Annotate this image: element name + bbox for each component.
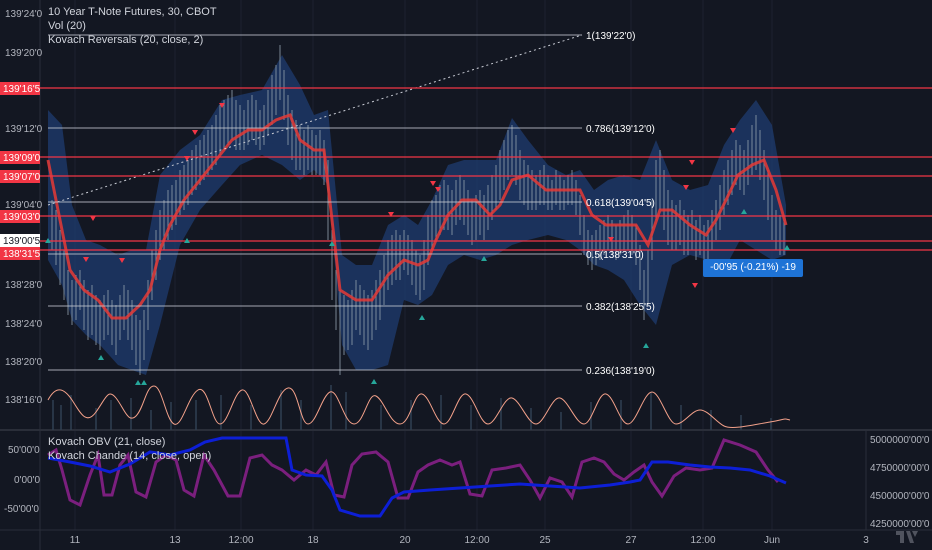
legend-kovach-reversals[interactable]: Kovach Reversals (20, close, 2) <box>48 34 204 46</box>
price-change-badge: -00'95 (-0.21%) -19 <box>703 259 803 277</box>
price-label: 139'03'0 <box>3 212 41 223</box>
price-tick: 139'20'0 <box>5 48 43 59</box>
legend-kovach-chande[interactable]: Kovach Chande (14, close, open) <box>48 450 212 462</box>
fib-label-0382: 0.382(138'25'5) <box>586 302 655 313</box>
lower-left-tick: 50'00'0 <box>8 445 40 456</box>
time-tick: 25 <box>539 535 551 546</box>
tradingview-logo-icon[interactable] <box>896 531 918 546</box>
legend-kovach-obv[interactable]: Kovach OBV (21, close) <box>48 436 166 448</box>
price-tick: 139'24'0 <box>5 9 43 20</box>
price-label: 139'16'5 <box>3 84 41 95</box>
time-tick: 12:00 <box>228 535 253 546</box>
time-tick: 27 <box>625 535 637 546</box>
fib-label-0618: 0.618(139'04'5) <box>586 198 655 209</box>
lower-right-tick: 4750000'00'0 <box>870 463 930 474</box>
time-tick: 12:00 <box>464 535 489 546</box>
time-tick: 20 <box>399 535 411 546</box>
lower-right-tick: 4500000'00'0 <box>870 491 930 502</box>
chart-title[interactable]: 10 Year T-Note Futures, 30, CBOT <box>48 6 217 18</box>
time-tick: 11 <box>70 535 81 546</box>
time-tick: 3 <box>863 535 869 546</box>
price-tick: 139'04'0 <box>5 200 43 211</box>
lower-left-tick: 0'00'0 <box>14 475 41 486</box>
lower-right-tick: 5000000'00'0 <box>870 435 930 446</box>
price-label: 139'00'5 <box>3 236 41 247</box>
price-label: 139'07'0 <box>3 172 41 183</box>
price-tick: 138'28'0 <box>5 280 43 291</box>
reversal-up-markers <box>45 209 790 385</box>
lower-right-tick: 4250000'00'0 <box>870 519 930 530</box>
fib-label-0786: 0.786(139'12'0) <box>586 124 655 135</box>
chande-line <box>47 438 780 508</box>
price-tick: 139'12'0 <box>5 124 43 135</box>
price-label: 138'31'5 <box>3 249 41 260</box>
reversal-down-markers <box>83 103 736 288</box>
obv-line <box>47 436 787 518</box>
price-tick: 138'20'0 <box>5 357 43 368</box>
moving-average-line <box>46 113 788 320</box>
lower-left-tick: -50'00'0 <box>4 504 39 515</box>
time-tick: 18 <box>307 535 319 546</box>
price-label: 139'09'0 <box>3 153 41 164</box>
volume-bars <box>52 385 772 430</box>
price-candles <box>51 45 785 375</box>
price-tick: 138'16'0 <box>5 395 43 406</box>
fib-label-0236: 0.236(138'19'0) <box>586 366 655 377</box>
price-tick: 138'24'0 <box>5 319 43 330</box>
legend-volume[interactable]: Vol (20) <box>48 20 86 32</box>
fib-label-1: 1(139'22'0) <box>586 31 635 42</box>
time-tick: 13 <box>169 535 181 546</box>
fib-label-05: 0.5(138'31'0) <box>586 250 644 261</box>
time-tick: Jun <box>764 535 780 546</box>
time-tick: 12:00 <box>690 535 715 546</box>
volume-oscillator-line <box>47 385 791 428</box>
